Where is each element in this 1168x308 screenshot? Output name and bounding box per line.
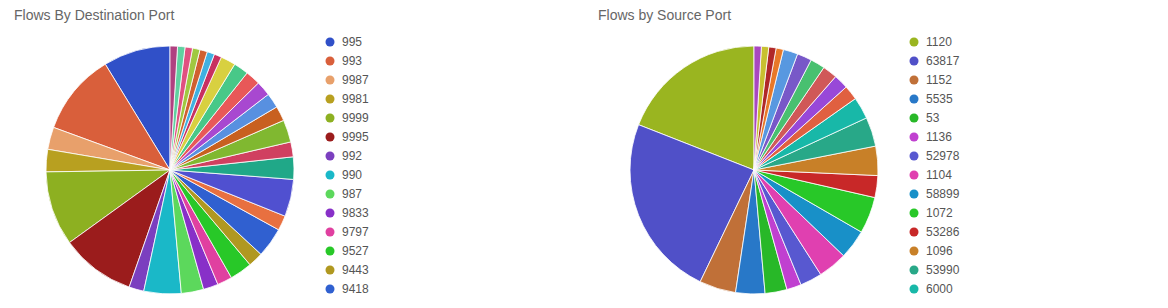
- legend-label: 53990: [926, 263, 960, 277]
- chart-panel: Flows By Destination Port995993998799819…: [14, 7, 369, 296]
- legend-label: 987: [342, 187, 362, 201]
- legend-swatch: [910, 209, 919, 218]
- legend-label: 9797: [342, 225, 369, 239]
- legend-swatch: [326, 266, 335, 275]
- legend-label: 9995: [342, 130, 369, 144]
- legend-swatch: [326, 247, 335, 256]
- legend-swatch: [326, 285, 335, 294]
- legend-label: 993: [342, 54, 362, 68]
- legend-label: 9443: [342, 263, 369, 277]
- legend-swatch: [910, 38, 919, 47]
- legend-swatch: [910, 57, 919, 66]
- legend-label: 9418: [342, 282, 369, 296]
- chart-title: Flows by Source Port: [598, 7, 731, 23]
- legend-label: 9999: [342, 111, 369, 125]
- legend-swatch: [326, 171, 335, 180]
- legend-label: 1104: [926, 168, 952, 182]
- legend-label: 6000: [926, 282, 953, 296]
- legend-swatch: [910, 266, 919, 275]
- legend-label: 1152: [926, 73, 952, 87]
- pie: [630, 46, 878, 294]
- legend-label: 9981: [342, 92, 369, 106]
- pie-slice: [170, 47, 193, 170]
- legend-swatch: [910, 76, 919, 85]
- legend-swatch: [910, 228, 919, 237]
- legend-swatch: [910, 133, 919, 142]
- chart-panel: Flows by Source Port11206381711525535531…: [598, 7, 960, 296]
- legend-swatch: [326, 190, 335, 199]
- legend-label: 53: [926, 111, 940, 125]
- pie-slice: [754, 47, 776, 170]
- legend-swatch: [326, 95, 335, 104]
- legend: 1120 63817 1152 5535 53 1136 52978 1104 58899 107…: [910, 35, 960, 296]
- legend-swatch: [326, 114, 335, 123]
- pie-slice: [754, 46, 769, 170]
- legend-label: 63817: [926, 54, 960, 68]
- legend-label: 58899: [926, 187, 960, 201]
- legend-swatch: [910, 171, 919, 180]
- pie-slice: [170, 46, 178, 170]
- legend-swatch: [326, 76, 335, 85]
- legend-swatch: [910, 114, 919, 123]
- pie-slice: [170, 46, 185, 170]
- legend: 995 993 9987 9981 9999 9995 992 990 987 9833 9797 9…: [326, 35, 370, 296]
- legend-swatch: [910, 95, 919, 104]
- pie-slice: [754, 46, 761, 170]
- legend-label: 990: [342, 168, 362, 182]
- legend-label: 5535: [926, 92, 953, 106]
- legend-swatch: [326, 57, 335, 66]
- pie-slice: [46, 149, 170, 172]
- legend-label: 1096: [926, 244, 953, 258]
- legend-label: 9527: [342, 244, 369, 258]
- legend-swatch: [326, 209, 335, 218]
- chart-root: Flows By Destination Port995993998799819…: [0, 0, 1168, 308]
- legend-label: 1136: [926, 130, 952, 144]
- legend-label: 1120: [926, 35, 952, 49]
- legend-label: 9987: [342, 73, 369, 87]
- legend-label: 9833: [342, 206, 369, 220]
- legend-swatch: [910, 152, 919, 161]
- chart-title: Flows By Destination Port: [14, 7, 174, 23]
- legend-swatch: [326, 152, 335, 161]
- legend-label: 1072: [926, 206, 953, 220]
- legend-label: 992: [342, 149, 362, 163]
- legend-label: 995: [342, 35, 362, 49]
- legend-swatch: [910, 190, 919, 199]
- legend-label: 53286: [926, 225, 960, 239]
- legend-swatch: [910, 247, 919, 256]
- legend-swatch: [326, 38, 335, 47]
- pie: [46, 46, 294, 294]
- legend-label: 52978: [926, 149, 960, 163]
- legend-swatch: [910, 285, 919, 294]
- legend-swatch: [326, 228, 335, 237]
- legend-swatch: [326, 133, 335, 142]
